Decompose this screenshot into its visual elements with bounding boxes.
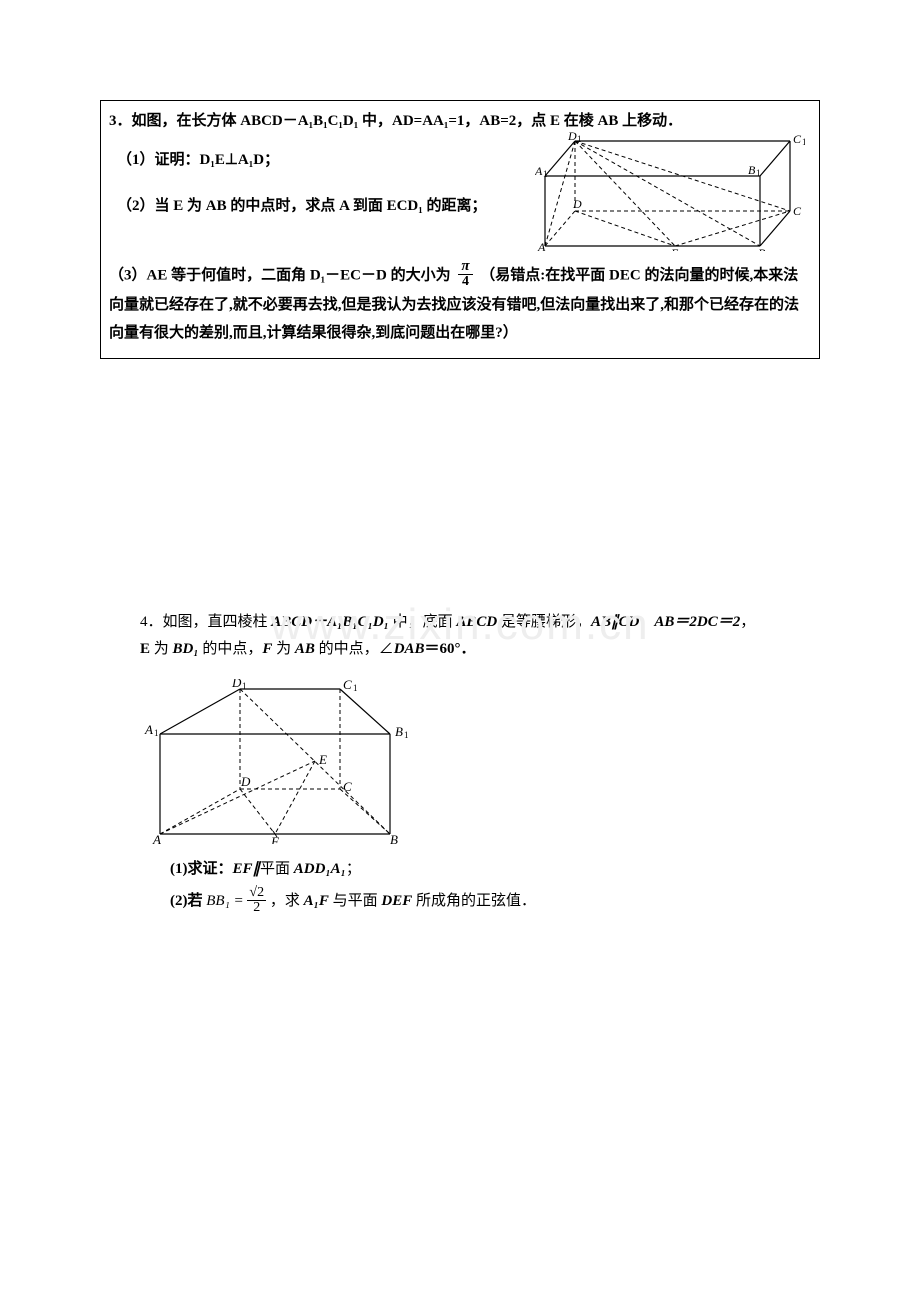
q4-p1-c: 平面 [260, 861, 294, 877]
svg-text:D: D [572, 197, 582, 211]
q4-p1-b: EF∥ [233, 861, 261, 877]
q4-t-h: AB＝2DC＝2 [654, 614, 740, 630]
q3-figure: D1 C1 A1 B1 D C A E B [535, 131, 805, 251]
svg-text:1: 1 [242, 681, 247, 691]
q4-t-b: ABCD－A₁B₁C₁D₁ [271, 614, 389, 630]
svg-text:B: B [758, 246, 766, 251]
q4-p2-a: (2)若 [170, 892, 206, 908]
svg-text:F: F [270, 834, 280, 844]
q3-part3: （3）AE 等于何值时，二面角 D₁－EC－D 的大小为 π 4 （易错点:在找… [109, 261, 811, 348]
svg-text:B: B [390, 832, 398, 844]
q4-l2-g: AB [295, 641, 315, 657]
sqrt2-over-2: √2 2 [247, 886, 266, 915]
q4-line2: E 为 BD₁ 的中点，F 为 AB 的中点，∠DAB＝60°． [140, 636, 790, 663]
svg-text:1: 1 [353, 683, 358, 693]
q3-svg: D1 C1 A1 B1 D C A E B [535, 131, 805, 251]
q4-figure-wrap: D1 C1 A1 B1 D C E A F B [140, 679, 790, 844]
q3-part3-block: （3）AE 等于何值时，二面角 D₁－EC－D 的大小为 π 4 （易错点:在找… [109, 261, 811, 348]
q4-t-c: 中，底面 [389, 614, 457, 630]
q4-p2-c: ，求 [270, 892, 304, 908]
svg-text:E: E [670, 246, 679, 251]
q4-t-i: ， [740, 614, 755, 630]
q4-l2- j: ＝60°． [425, 641, 476, 657]
q4-l2-h: 的中点，∠ [315, 641, 394, 657]
q4-p1-a: (1)求证： [170, 861, 233, 877]
svg-text:1: 1 [756, 168, 761, 178]
svg-text:1: 1 [577, 134, 582, 144]
svg-text:1: 1 [404, 730, 409, 740]
svg-text:1: 1 [802, 137, 805, 147]
q4-p1-e: ； [346, 861, 361, 877]
q4-part1: (1)求证：EF∥平面 ADD₁A₁； [170, 856, 790, 883]
svg-text:B: B [748, 163, 756, 177]
q4-l2-e: F [262, 641, 272, 657]
svg-text:C: C [343, 779, 352, 794]
svg-text:C: C [343, 679, 352, 692]
q4-l2-i: DAB [394, 641, 425, 657]
q3-box: 3．如图，在长方体 ABCD－A₁B₁C₁D₁ 中，AD=AA₁=1，AB=2，… [100, 100, 820, 359]
q4-p2-g: 所成角的正弦值． [412, 892, 536, 908]
svg-text:D: D [231, 679, 242, 690]
svg-text:D: D [240, 774, 251, 789]
q4-block: 4．如图，直四棱柱 ABCD－A₁B₁C₁D₁ 中，底面 ABCD 是等腰梯形，… [100, 609, 820, 916]
svg-text:A: A [144, 722, 153, 737]
q4-p2-e: 与平面 [329, 892, 382, 908]
svg-text:C: C [793, 132, 802, 146]
q4-t-f: AB∥CD [591, 614, 639, 630]
q4-t-a: 4．如图，直四棱柱 [140, 614, 271, 630]
pi-num: π [458, 259, 472, 275]
pi-over-4: π 4 [458, 259, 472, 289]
q4-l2-b: 为 [150, 641, 173, 657]
svg-text:C: C [793, 204, 802, 218]
q4-l2-a: E [140, 641, 150, 657]
q4-p2-f: DEF [381, 892, 412, 908]
svg-text:1: 1 [543, 169, 548, 179]
sqrt-den: 2 [247, 901, 266, 915]
page: 3．如图，在长方体 ABCD－A₁B₁C₁D₁ 中，AD=AA₁=1，AB=2，… [0, 0, 920, 976]
q4-p2-d: A₁F [304, 892, 329, 908]
svg-text:D: D [567, 131, 577, 143]
q4-t-g: ， [639, 614, 654, 630]
q4-p2-b: BB₁ = [206, 892, 247, 908]
q4-t-d: ABCD [456, 614, 497, 630]
q4-part2: (2)若 BB₁ = √2 2 ，求 A₁F 与平面 DEF 所成角的正弦值． [170, 887, 790, 916]
q4-t-e: 是等腰梯形， [497, 614, 591, 630]
svg-text:E: E [318, 752, 327, 767]
q3-row1: 3．如图，在长方体 ABCD－A₁B₁C₁D₁ 中，AD=AA₁=1，AB=2，… [109, 107, 811, 221]
q3-part3-before: （3）AE 等于何值时，二面角 D₁－EC－D 的大小为 [109, 267, 451, 283]
svg-text:A: A [537, 240, 546, 251]
pi-den: 4 [458, 275, 472, 289]
q4-p1-d: ADD₁A₁ [294, 861, 346, 877]
svg-text:A: A [152, 832, 161, 844]
svg-text:A: A [535, 164, 543, 178]
q4-svg: D1 C1 A1 B1 D C E A F B [140, 679, 430, 844]
svg-text:B: B [395, 724, 403, 739]
q4-l2-f: 为 [272, 641, 295, 657]
svg-text:1: 1 [154, 728, 159, 738]
q4-l2-c: BD₁ [173, 641, 199, 657]
sqrt-num: √2 [247, 886, 266, 901]
q4-title: 4．如图，直四棱柱 ABCD－A₁B₁C₁D₁ 中，底面 ABCD 是等腰梯形，… [140, 609, 790, 636]
q4-l2-d: 的中点， [199, 641, 263, 657]
